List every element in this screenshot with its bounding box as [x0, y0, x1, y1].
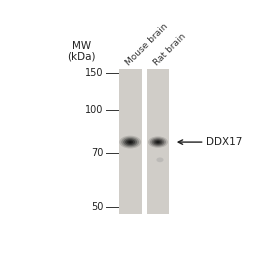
- Ellipse shape: [123, 138, 137, 146]
- Ellipse shape: [155, 141, 161, 144]
- Text: 150: 150: [85, 68, 103, 78]
- Bar: [119, 69, 142, 214]
- Text: 50: 50: [91, 202, 103, 212]
- Ellipse shape: [152, 138, 164, 146]
- Text: Mouse brain: Mouse brain: [124, 22, 169, 67]
- Ellipse shape: [153, 140, 163, 145]
- Text: 100: 100: [85, 104, 103, 115]
- Text: 70: 70: [91, 148, 103, 158]
- Ellipse shape: [157, 141, 159, 143]
- Ellipse shape: [127, 140, 133, 144]
- Text: (kDa): (kDa): [67, 51, 96, 61]
- Text: Rat brain: Rat brain: [152, 31, 187, 67]
- Ellipse shape: [119, 136, 141, 148]
- Ellipse shape: [121, 137, 139, 147]
- Text: DDX17: DDX17: [206, 137, 242, 147]
- Ellipse shape: [150, 137, 166, 147]
- Ellipse shape: [148, 136, 168, 148]
- Ellipse shape: [129, 141, 132, 143]
- Ellipse shape: [125, 139, 135, 145]
- Text: MW: MW: [72, 40, 91, 50]
- Bar: [147, 69, 169, 214]
- Ellipse shape: [156, 157, 164, 162]
